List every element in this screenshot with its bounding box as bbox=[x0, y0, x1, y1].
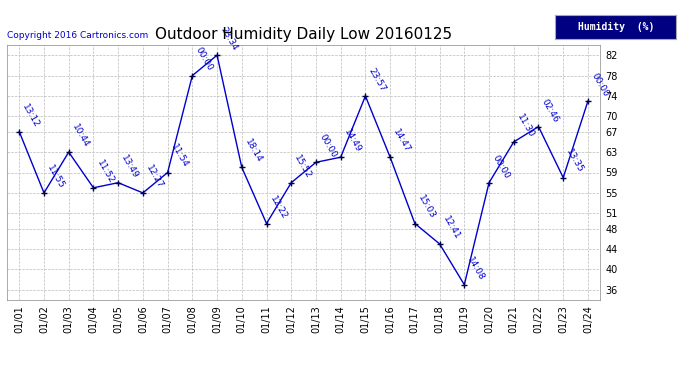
Text: 12:22: 12:22 bbox=[268, 194, 288, 221]
Text: 13:12: 13:12 bbox=[21, 102, 41, 129]
Text: 12:27: 12:27 bbox=[144, 164, 165, 190]
Text: 00:00: 00:00 bbox=[194, 46, 215, 73]
Text: 14:08: 14:08 bbox=[466, 255, 486, 282]
Text: 13:35: 13:35 bbox=[564, 148, 585, 175]
Text: Copyright 2016 Cartronics.com: Copyright 2016 Cartronics.com bbox=[7, 31, 148, 40]
Title: Outdoor Humidity Daily Low 20160125: Outdoor Humidity Daily Low 20160125 bbox=[155, 27, 452, 42]
Text: 14:49: 14:49 bbox=[342, 128, 363, 154]
Text: 10:44: 10:44 bbox=[70, 123, 90, 149]
Text: 18:14: 18:14 bbox=[243, 138, 264, 165]
Text: 15:52: 15:52 bbox=[293, 153, 313, 180]
Text: 14:47: 14:47 bbox=[391, 128, 412, 154]
Text: 13:49: 13:49 bbox=[119, 153, 140, 180]
Text: 00:00: 00:00 bbox=[491, 153, 511, 180]
Text: 02:46: 02:46 bbox=[540, 97, 560, 124]
Text: 00:00: 00:00 bbox=[589, 71, 610, 98]
Text: 15:03: 15:03 bbox=[416, 194, 437, 221]
Text: 23:57: 23:57 bbox=[367, 66, 388, 93]
Text: 11:54: 11:54 bbox=[169, 143, 190, 170]
Text: 11:52: 11:52 bbox=[95, 158, 115, 185]
Text: 11:55: 11:55 bbox=[46, 163, 66, 190]
Text: 00:00: 00:00 bbox=[317, 133, 338, 159]
Text: 11:30: 11:30 bbox=[515, 112, 536, 139]
Text: 23:34: 23:34 bbox=[219, 26, 239, 53]
Text: Humidity  (%): Humidity (%) bbox=[578, 22, 654, 32]
Text: 12:41: 12:41 bbox=[441, 214, 462, 241]
